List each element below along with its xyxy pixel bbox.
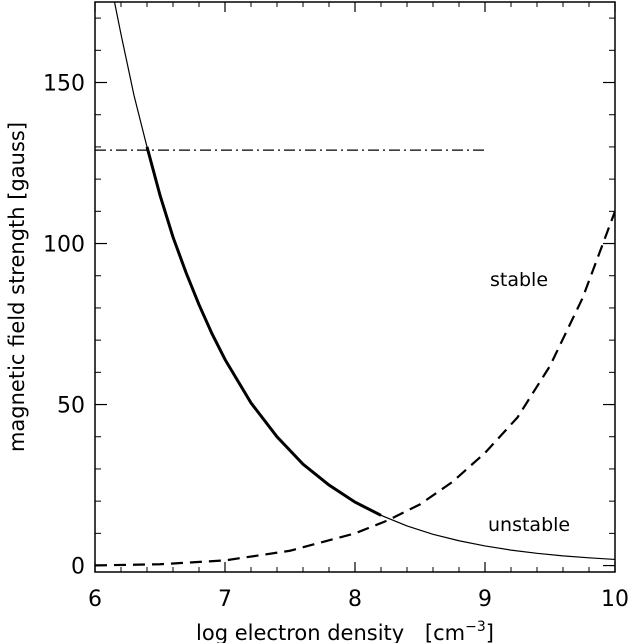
annotation-stable: stable: [490, 269, 548, 291]
curves: [95, 2, 615, 567]
x-axis-unit-exp: −3: [465, 619, 486, 635]
x-axis-label: log electron density [cm−3]: [196, 619, 494, 643]
x-tick-label: 6: [88, 587, 102, 612]
y-tick-label: 150: [43, 72, 85, 97]
y-tick-label: 100: [43, 233, 85, 258]
y-axis-label: magnetic field strength [gauss]: [5, 122, 29, 452]
series-dashed-line: [95, 210, 615, 567]
x-axis-unit-close: ]: [486, 621, 494, 643]
annotation-unstable: unstable: [488, 514, 570, 536]
x-axis-label-text: log electron density: [196, 621, 404, 643]
x-tick-label: 8: [348, 587, 362, 612]
x-tick-label: 10: [601, 587, 628, 612]
x-tick-label: 9: [478, 587, 492, 612]
x-tick-label: 7: [218, 587, 232, 612]
y-tick-label: 50: [57, 394, 85, 419]
series-solid-thick-segment: [145, 146, 382, 517]
y-tick-label: 0: [71, 555, 85, 580]
axis-ticks: [94, 2, 616, 572]
x-axis-unit-base: [cm: [425, 621, 465, 643]
